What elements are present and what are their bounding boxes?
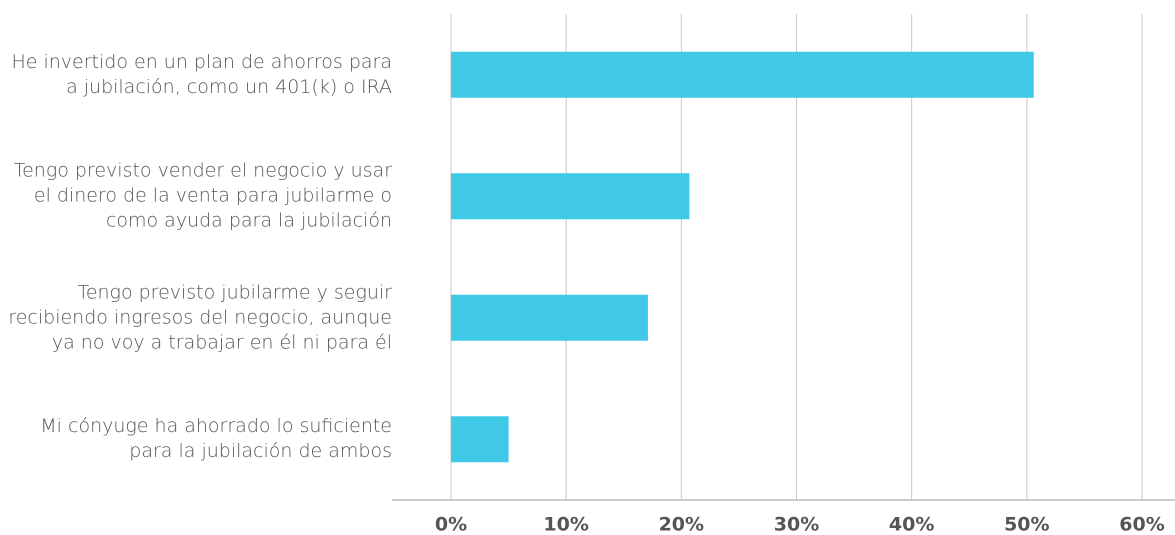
y-tick-label: Tengo previsto vender el negocio y usar … — [13, 159, 392, 232]
y-tick-label: Tengo previsto jubilarme y seguir recibi… — [8, 281, 392, 354]
x-tick-label: 0% — [435, 514, 467, 535]
x-tick-label: 40% — [889, 514, 934, 535]
bar — [451, 51, 1034, 98]
x-tick-label: 10% — [543, 514, 588, 535]
y-tick-label: Mi cónyuge ha ahorrado lo suficiente par… — [40, 415, 392, 463]
bar — [451, 173, 690, 220]
x-tick-label: 30% — [774, 514, 819, 535]
y-tick-label: He invertido en un plan de ahorros para … — [11, 50, 392, 98]
x-tick-label: 50% — [1004, 514, 1049, 535]
x-tick-label: 20% — [659, 514, 704, 535]
x-tick-label: 60% — [1119, 514, 1164, 535]
bar — [451, 294, 648, 341]
bar — [451, 416, 509, 463]
